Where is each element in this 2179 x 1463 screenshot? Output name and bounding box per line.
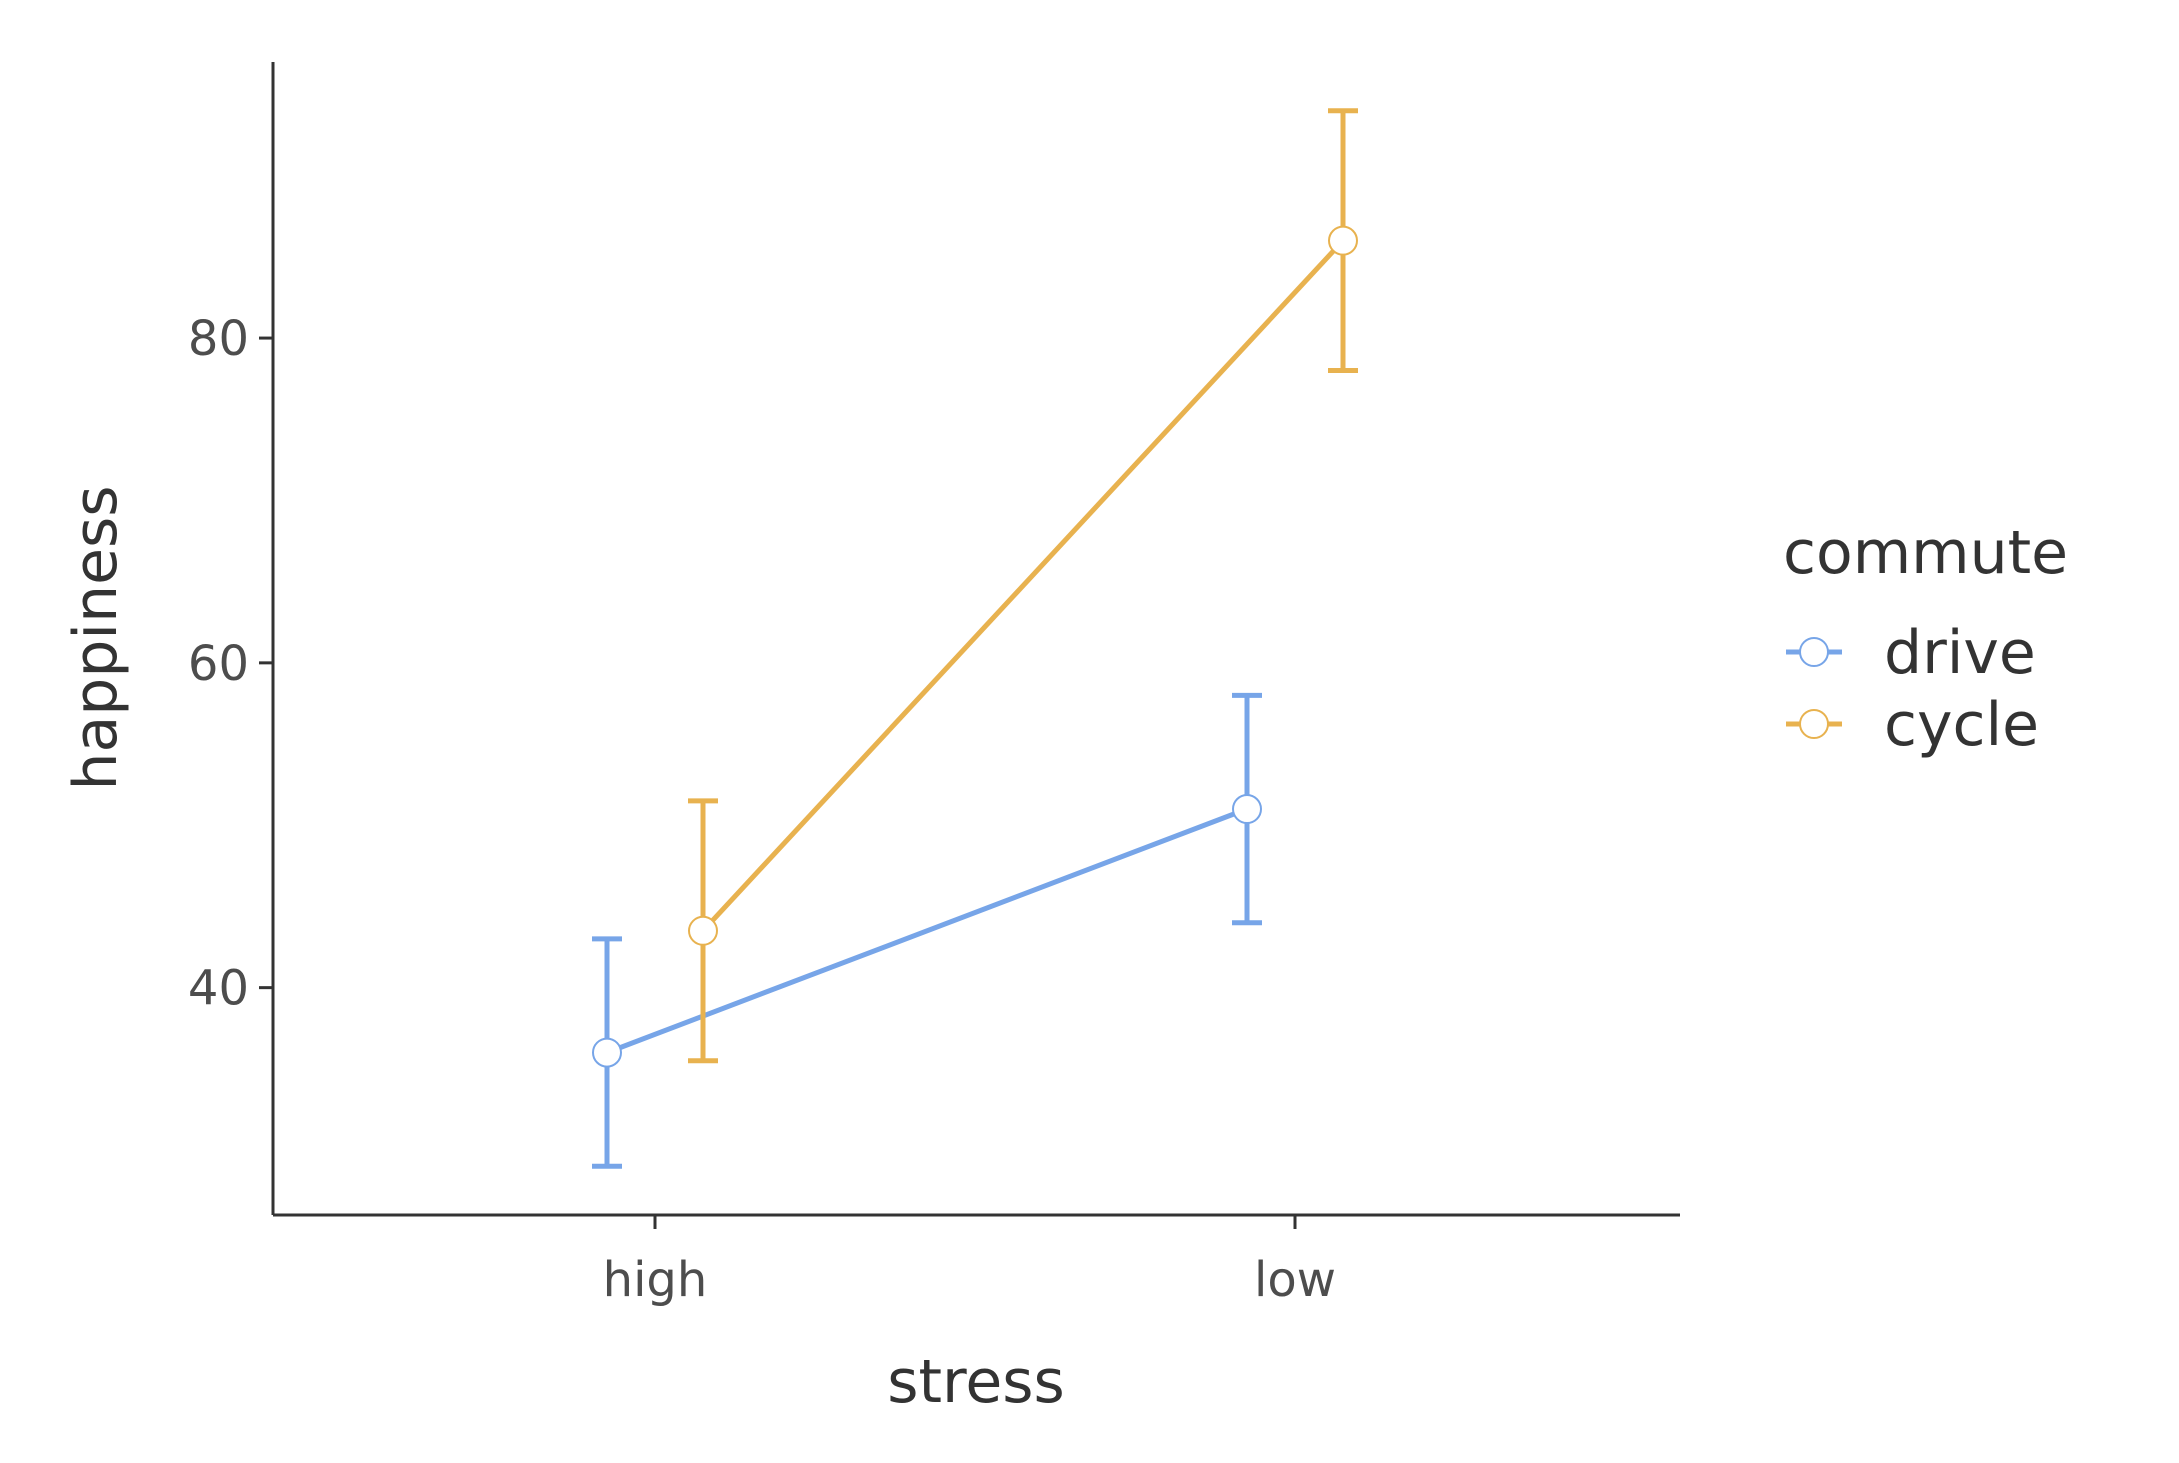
data-point-drive [1232, 794, 1262, 825]
legend-key-point-drive [1799, 637, 1829, 667]
data-point-cycle [688, 915, 718, 946]
y-tick-label: 80 [188, 311, 249, 367]
series-line-drive [606, 806, 1248, 1055]
series [592, 108, 1358, 1169]
y-tick-label: 40 [188, 961, 249, 1017]
data-point-cycle [1328, 225, 1358, 256]
x-axis-title: stress [887, 1347, 1065, 1417]
y-tick-label: 60 [188, 636, 249, 692]
ticks: 40 60 80 high low [188, 311, 1336, 1308]
series-line-cycle [701, 238, 1345, 933]
legend-title: commute [1783, 518, 2068, 588]
data-point-drive [592, 1037, 622, 1068]
x-tick-label: low [1254, 1252, 1336, 1308]
x-tick-label: high [603, 1252, 708, 1308]
y-axis-title: happiness [61, 485, 131, 790]
legend-label-cycle: cycle [1884, 690, 2039, 760]
legend-label-drive: drive [1884, 618, 2036, 688]
axes [271, 62, 1680, 1217]
legend-key-point-cycle [1799, 709, 1829, 739]
